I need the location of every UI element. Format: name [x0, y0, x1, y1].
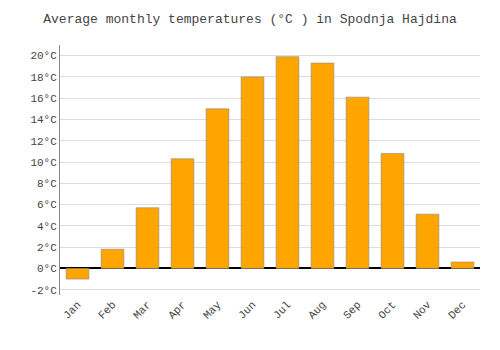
svg-text:10°C: 10°C	[30, 157, 57, 169]
svg-text:12°C: 12°C	[30, 136, 57, 148]
svg-text:Nov: Nov	[411, 299, 434, 322]
svg-text:May: May	[201, 299, 224, 322]
svg-text:Sep: Sep	[341, 299, 363, 321]
svg-text:-2°C: -2°C	[30, 285, 57, 297]
svg-text:8°C: 8°C	[37, 178, 57, 190]
svg-text:6°C: 6°C	[37, 199, 57, 211]
svg-text:Jun: Jun	[236, 299, 258, 321]
svg-text:0°C: 0°C	[37, 263, 57, 275]
svg-text:Oct: Oct	[376, 299, 398, 321]
svg-text:18°C: 18°C	[30, 72, 57, 84]
svg-text:Jul: Jul	[271, 299, 293, 321]
svg-text:Feb: Feb	[96, 299, 118, 321]
svg-text:4°C: 4°C	[37, 221, 57, 233]
svg-text:Apr: Apr	[166, 299, 188, 321]
svg-text:20°C: 20°C	[30, 50, 57, 62]
svg-text:14°C: 14°C	[30, 114, 57, 126]
svg-text:Average monthly temperatures (: Average monthly temperatures (°C ) in Sp…	[43, 12, 457, 27]
svg-text:Jan: Jan	[61, 299, 83, 321]
svg-text:16°C: 16°C	[30, 93, 57, 105]
svg-text:Mar: Mar	[131, 299, 153, 321]
svg-text:Aug: Aug	[306, 299, 328, 321]
svg-text:2°C: 2°C	[37, 242, 57, 254]
svg-text:Dec: Dec	[446, 299, 468, 321]
